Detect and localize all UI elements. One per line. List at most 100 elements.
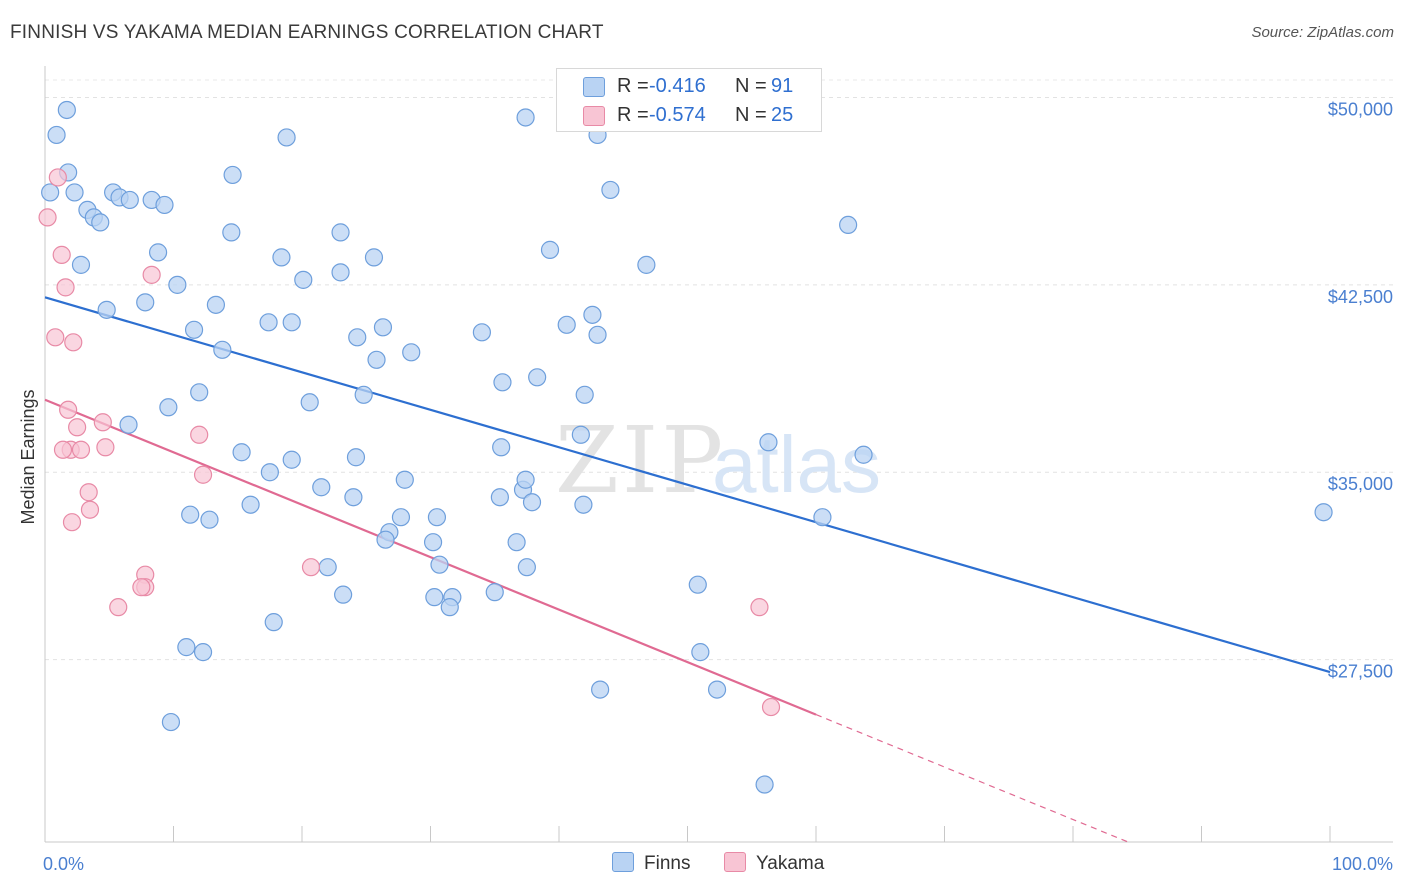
- watermark-atlas: atlas: [712, 420, 881, 509]
- y-axis-label: Median Earnings: [18, 389, 38, 524]
- stats-legend-row-yakama: R = -0.574 N = 25: [557, 100, 821, 128]
- stats-legend: R = -0.416 N = 91 R = -0.574 N = 25: [556, 68, 822, 132]
- x-tick-label: 0.0%: [43, 854, 84, 874]
- finns-point: [193, 643, 213, 662]
- finns-point: [300, 393, 319, 412]
- yakama-point: [761, 697, 781, 717]
- finns-point: [517, 558, 536, 577]
- legend-item-finns[interactable]: Finns: [612, 852, 690, 875]
- legend-finns-label: Finns: [644, 853, 691, 874]
- yakama-r-value: -0.574: [649, 104, 706, 126]
- finns-point: [364, 248, 384, 267]
- finns-point: [294, 270, 313, 289]
- finns-point: [277, 128, 296, 147]
- finns-point: [168, 275, 187, 294]
- finns-point: [91, 213, 110, 232]
- finns-point: [707, 680, 727, 699]
- yakama-swatch: [583, 106, 605, 126]
- yakama-point: [59, 400, 78, 419]
- yakama-point: [109, 598, 128, 617]
- finns-point: [348, 328, 367, 347]
- finns-point: [425, 588, 444, 607]
- finns-point: [557, 315, 576, 334]
- finns-point: [71, 255, 91, 274]
- y-tick-label: $27,500: [1328, 662, 1393, 682]
- finns-point: [440, 598, 459, 617]
- yakama-point: [71, 440, 91, 459]
- finns-point: [272, 248, 291, 267]
- finns-point: [318, 558, 337, 577]
- yakama-trend-line: [44, 398, 817, 716]
- finns-point: [136, 293, 155, 312]
- yakama-point: [38, 208, 57, 227]
- yakama-point: [132, 578, 151, 597]
- finns-point: [373, 318, 393, 337]
- finns-point: [232, 443, 251, 462]
- yakama-n-value: 25: [771, 104, 794, 126]
- finns-point: [516, 108, 535, 127]
- finns-point: [755, 775, 774, 794]
- legend-yakama-swatch: [724, 852, 746, 872]
- finns-point: [282, 450, 301, 469]
- finns-point: [493, 373, 512, 392]
- finns-point: [331, 263, 350, 282]
- tick-labels: $27,500 $35,000 $42,500 $50,000 0.0% 100.0%: [43, 99, 1393, 874]
- finns-point: [427, 508, 447, 527]
- finns-point: [1314, 503, 1333, 522]
- finns-point: [200, 510, 219, 529]
- finns-point: [159, 398, 178, 417]
- finns-point: [222, 223, 241, 242]
- finns-point: [213, 340, 232, 359]
- finns-point: [516, 470, 535, 489]
- grid-lines: [45, 79, 1393, 661]
- yakama-n-label: N =: [735, 104, 767, 126]
- finns-point: [472, 323, 491, 342]
- finns-point: [430, 555, 449, 574]
- finns-point: [312, 478, 331, 497]
- yakama-point: [301, 558, 321, 577]
- yakama-point: [48, 168, 67, 187]
- finns-point: [759, 433, 778, 452]
- finns-trend-line: [44, 296, 1331, 674]
- finns-point: [184, 320, 204, 339]
- y-tick-label: $42,500: [1328, 287, 1393, 307]
- yakama-point: [79, 483, 98, 502]
- yakama-point: [56, 278, 75, 297]
- yakama-point: [142, 265, 161, 284]
- finns-point: [223, 165, 242, 185]
- finns-point: [691, 643, 710, 662]
- finns-point: [507, 533, 526, 552]
- finns-n-label: N =: [735, 75, 767, 97]
- yakama-point: [96, 438, 115, 457]
- finns-point: [688, 575, 707, 594]
- trend-lines: [44, 296, 1331, 844]
- finns-point: [354, 385, 373, 404]
- finns-point: [161, 712, 181, 732]
- finns-point: [148, 243, 168, 262]
- watermark: ZIP atlas: [555, 407, 881, 514]
- finns-point: [282, 313, 301, 332]
- finns-point: [346, 448, 366, 467]
- finns-point: [331, 223, 350, 242]
- yakama-point: [52, 245, 71, 264]
- finns-point: [395, 470, 414, 489]
- x-tick-label: 100.0%: [1332, 854, 1393, 874]
- finns-point: [575, 385, 594, 404]
- finns-point: [241, 495, 260, 514]
- finns-point: [334, 585, 353, 604]
- finns-point: [574, 495, 593, 514]
- yakama-point: [190, 425, 209, 444]
- yakama-point: [750, 598, 769, 617]
- finns-point: [344, 488, 363, 507]
- finns-point: [264, 613, 283, 632]
- yakama-point: [93, 413, 112, 432]
- legend-item-yakama[interactable]: Yakama: [724, 852, 824, 875]
- finns-point: [540, 240, 560, 259]
- finns-point: [120, 190, 139, 210]
- finns-point: [259, 313, 278, 332]
- chart-title: FINNISH VS YAKAMA MEDIAN EARNINGS CORREL…: [10, 22, 604, 43]
- finns-point: [260, 463, 279, 482]
- finns-point: [367, 350, 386, 369]
- finns-point: [391, 508, 411, 527]
